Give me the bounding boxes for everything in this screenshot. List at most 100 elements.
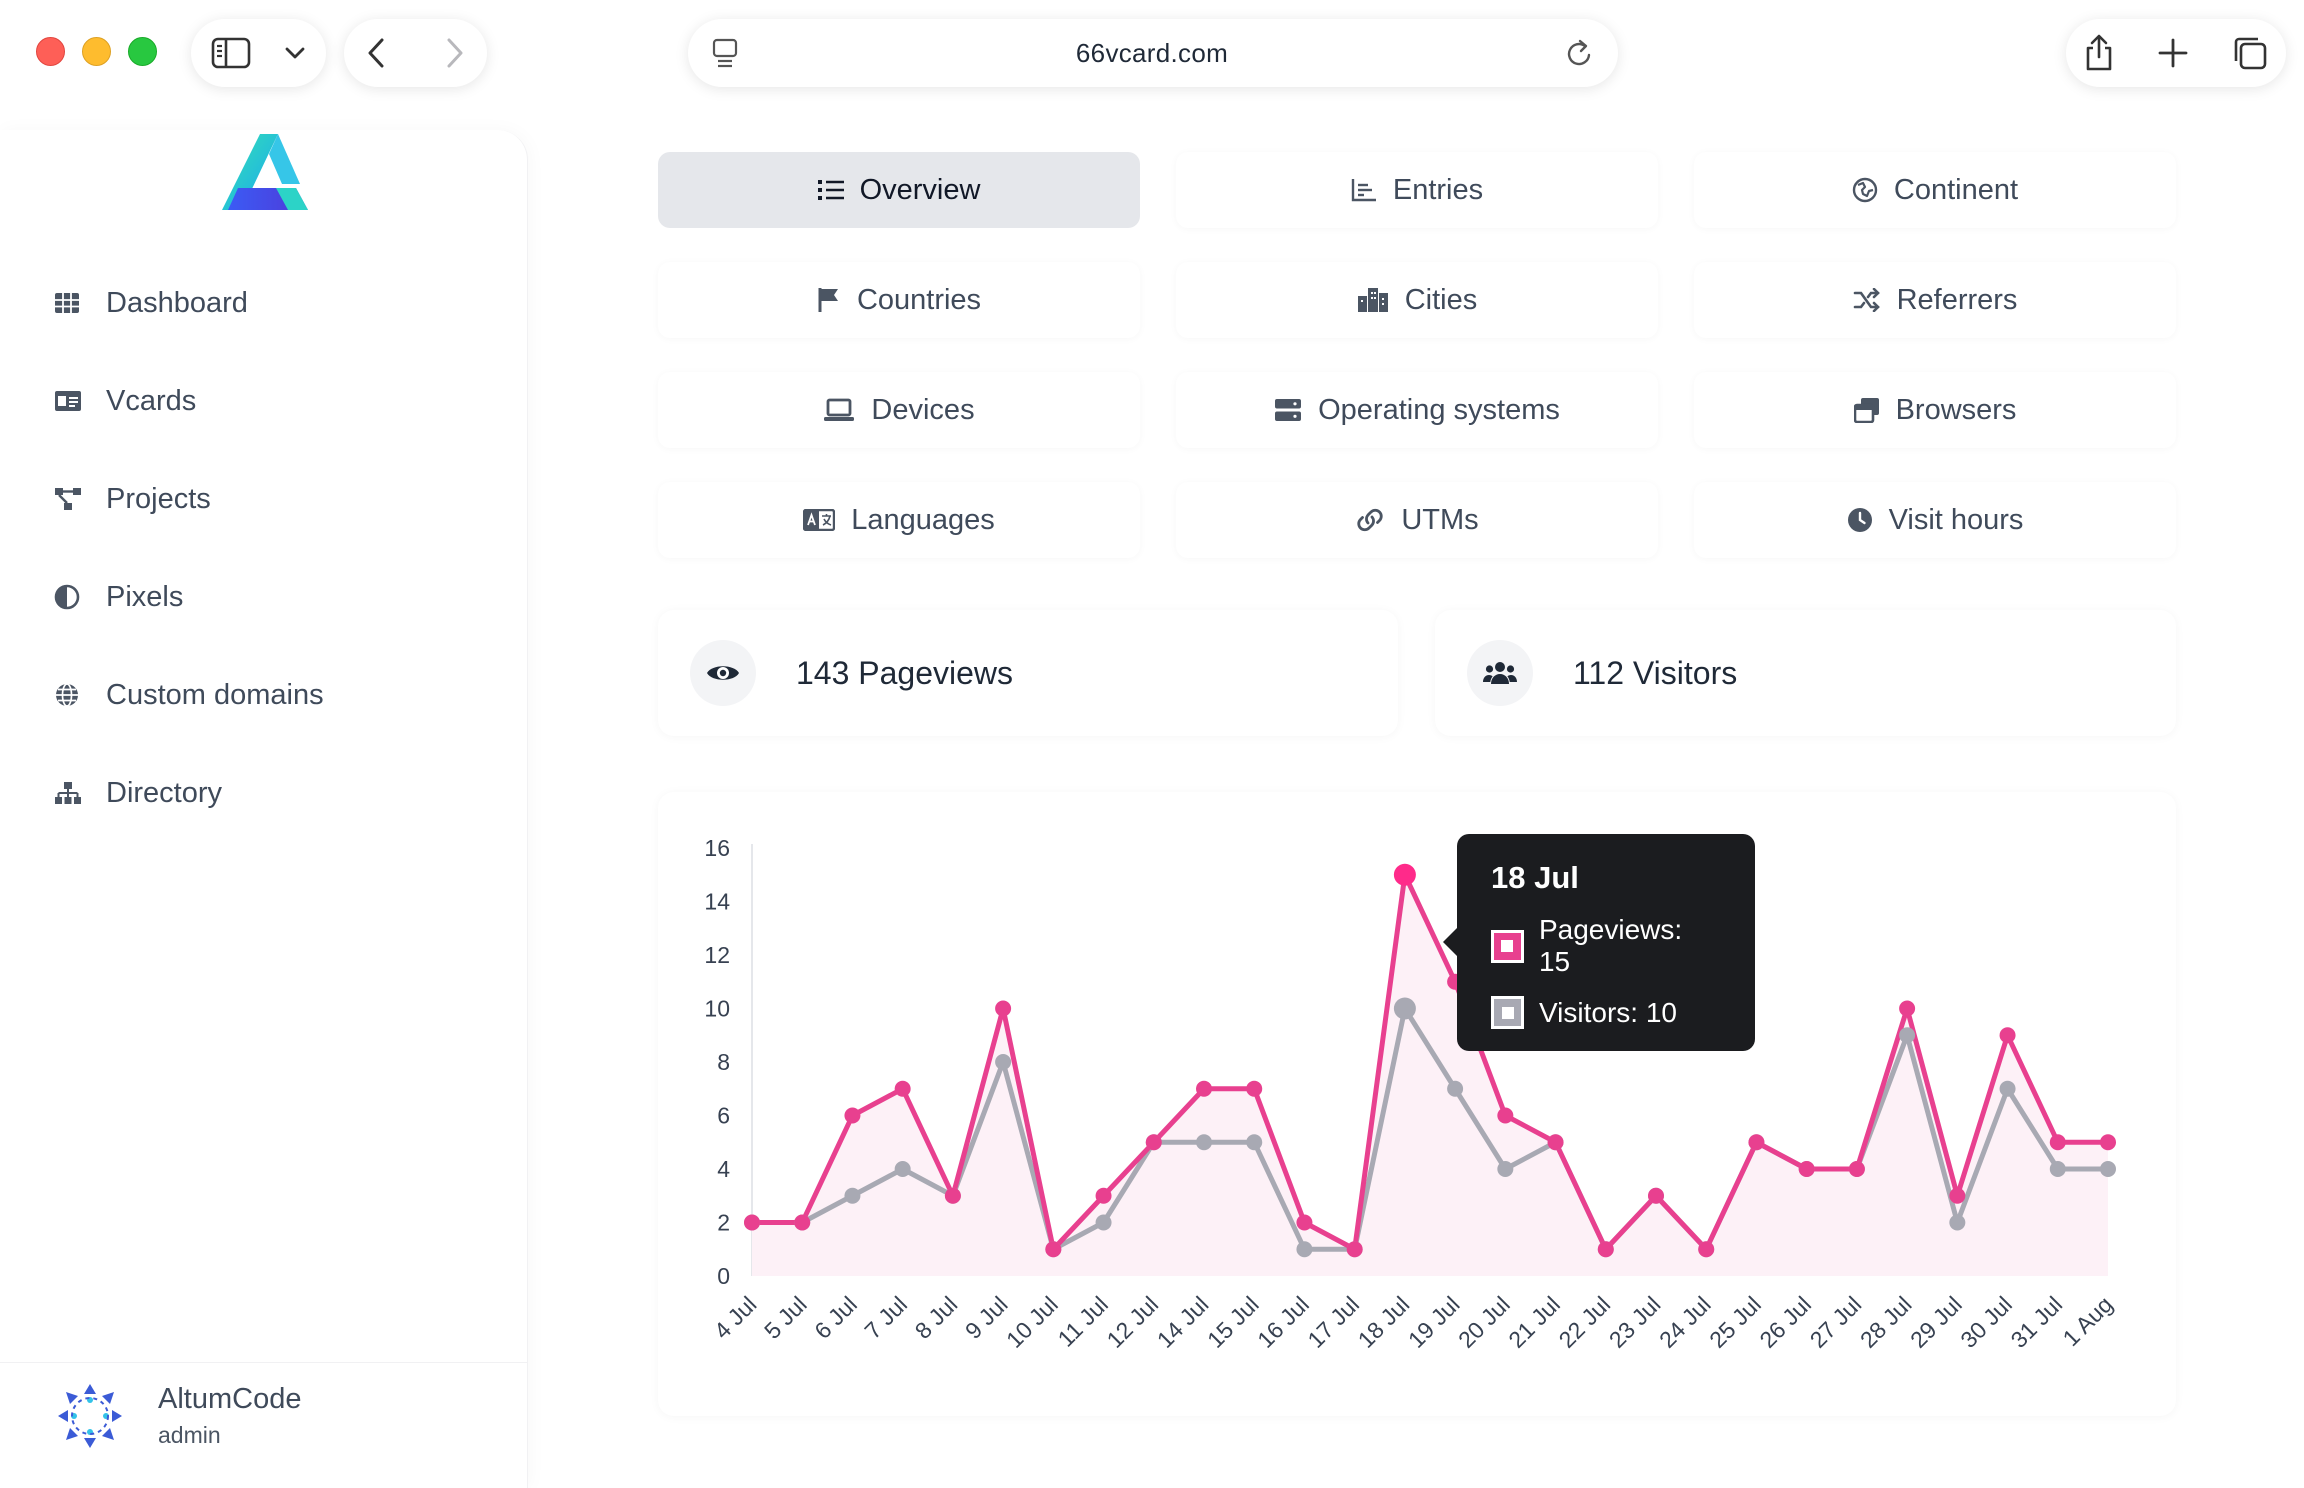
pageviews-point [1346, 1241, 1363, 1258]
pageviews-point [1748, 1134, 1765, 1151]
x-tick-label: 24 Jul [1654, 1291, 1716, 1353]
pageviews-point [995, 1000, 1012, 1017]
pageviews-point [1296, 1214, 1313, 1231]
pageviews-point [1196, 1080, 1212, 1097]
sitemap-icon [54, 781, 88, 805]
tab-cities[interactable]: Cities [1176, 262, 1658, 338]
tab-overview-icon[interactable] [2232, 35, 2268, 71]
tab-operating-systems[interactable]: Operating systems [1176, 372, 1658, 448]
pageviews-point [744, 1214, 760, 1231]
globe-europe-icon [1852, 177, 1878, 203]
tab-entries[interactable]: Entries [1176, 152, 1658, 228]
share-icon[interactable] [2084, 34, 2114, 72]
tab-continent[interactable]: Continent [1694, 152, 2176, 228]
tab-label: Operating systems [1318, 393, 1560, 426]
sidebar-item-projects[interactable]: Projects [54, 474, 324, 524]
pageviews-point [844, 1107, 861, 1124]
sidebar-toggle-icon[interactable] [211, 37, 251, 69]
minimize-window-button[interactable] [82, 37, 111, 66]
brand-logo[interactable] [216, 130, 312, 214]
user-info: AltumCode admin [158, 1383, 301, 1449]
clock-icon [1847, 507, 1873, 533]
tooltip-visitors-value: Visitors: 10 [1539, 996, 1677, 1028]
tab-devices[interactable]: Devices [658, 372, 1140, 448]
sidebar-item-label: Projects [106, 482, 211, 515]
globe-icon [54, 682, 88, 708]
x-tick-label: 29 Jul [1905, 1291, 1967, 1353]
flag-icon [817, 287, 841, 313]
tab-countries[interactable]: Countries [658, 262, 1140, 338]
pageviews-point [1095, 1187, 1112, 1204]
pageviews-point [1547, 1134, 1564, 1151]
tab-referrers[interactable]: Referrers [1694, 262, 2176, 338]
x-tick-label: 22 Jul [1554, 1291, 1616, 1353]
tab-label: Countries [856, 283, 982, 316]
chevron-down-icon[interactable] [284, 46, 306, 60]
chart-bar-icon [1351, 178, 1377, 202]
tab-label: Continent [1893, 173, 2019, 206]
avatar[interactable] [54, 1380, 126, 1452]
visitors-point [2049, 1161, 2066, 1177]
sidebar-item-pixels[interactable]: Pixels [54, 572, 324, 622]
sidebar-item-vcards[interactable]: Vcards [54, 376, 324, 426]
pageviews-point [1145, 1134, 1162, 1151]
url-text[interactable]: 66vcard.com [1075, 37, 1229, 68]
tab-overview[interactable]: Overview [658, 152, 1140, 228]
x-tick-label: 10 Jul [1001, 1291, 1063, 1353]
eye-icon [690, 640, 756, 706]
close-window-button[interactable] [36, 37, 65, 66]
tab-label: Overview [859, 173, 981, 206]
pageviews-point [1246, 1080, 1263, 1097]
x-tick-label: 17 Jul [1302, 1291, 1364, 1353]
pageviews-point [1597, 1241, 1614, 1258]
window-restore-icon [1853, 397, 1880, 423]
address-bar[interactable]: 66vcard.com [688, 19, 1618, 87]
visitors-point [1899, 1027, 1916, 1044]
sidebar-item-custom-domains[interactable]: Custom domains [54, 670, 324, 720]
tooltip-title: 18 Jul [1491, 860, 1579, 895]
pageviews-point [1698, 1241, 1715, 1258]
visitors-swatch [1491, 996, 1524, 1029]
x-tick-label: 12 Jul [1102, 1291, 1164, 1353]
visitors-point [2100, 1161, 2116, 1177]
page-menu-icon[interactable] [712, 38, 738, 68]
y-tick-label: 2 [717, 1210, 730, 1236]
sidebar-item-directory[interactable]: Directory [54, 768, 324, 818]
tab-visit-hours[interactable]: Visit hours [1694, 482, 2176, 558]
x-tick-label: 4 Jul [709, 1291, 762, 1344]
pageviews-series-line [752, 872, 2108, 1252]
x-tick-label: 16 Jul [1252, 1291, 1314, 1353]
reload-icon[interactable] [1566, 38, 1594, 68]
new-tab-plus-icon[interactable] [2158, 38, 2188, 68]
x-tick-label: 23 Jul [1604, 1291, 1666, 1353]
tab-label: Browsers [1895, 393, 2017, 426]
y-tick-label: 0 [717, 1263, 730, 1289]
y-tick-label: 16 [704, 835, 730, 861]
sidebar-item-dashboard[interactable]: Dashboard [54, 278, 324, 328]
pageviews-card: 143 Pageviews [658, 610, 1398, 736]
tab-utms[interactable]: UTMs [1176, 482, 1658, 558]
visitors-point [894, 1161, 911, 1177]
visitors-point [1095, 1214, 1112, 1231]
x-tick-label: 28 Jul [1855, 1291, 1917, 1353]
city-icon [1357, 287, 1389, 313]
link-icon [1355, 508, 1385, 532]
pageviews-area [752, 874, 2108, 1276]
tab-label: Cities [1404, 283, 1478, 316]
laptop-icon [823, 398, 855, 422]
tab-languages[interactable]: Languages [658, 482, 1140, 558]
sidebar-item-label: Vcards [106, 384, 197, 417]
tab-browsers[interactable]: Browsers [1694, 372, 2176, 448]
sidebar-divider [0, 1362, 528, 1363]
forward-arrow-icon[interactable] [445, 37, 465, 69]
pageviews-point [1798, 1161, 1815, 1177]
y-tick-label: 10 [704, 996, 730, 1022]
statistics-tabs: Overview Entries Continent Countries Cit… [658, 152, 2176, 558]
random-icon [1853, 288, 1881, 312]
pageviews-point [944, 1187, 961, 1204]
zoom-window-button[interactable] [128, 37, 157, 66]
tab-label: UTMs [1401, 503, 1479, 536]
back-arrow-icon[interactable] [366, 37, 386, 69]
user-profile[interactable]: AltumCode admin [54, 1380, 301, 1452]
